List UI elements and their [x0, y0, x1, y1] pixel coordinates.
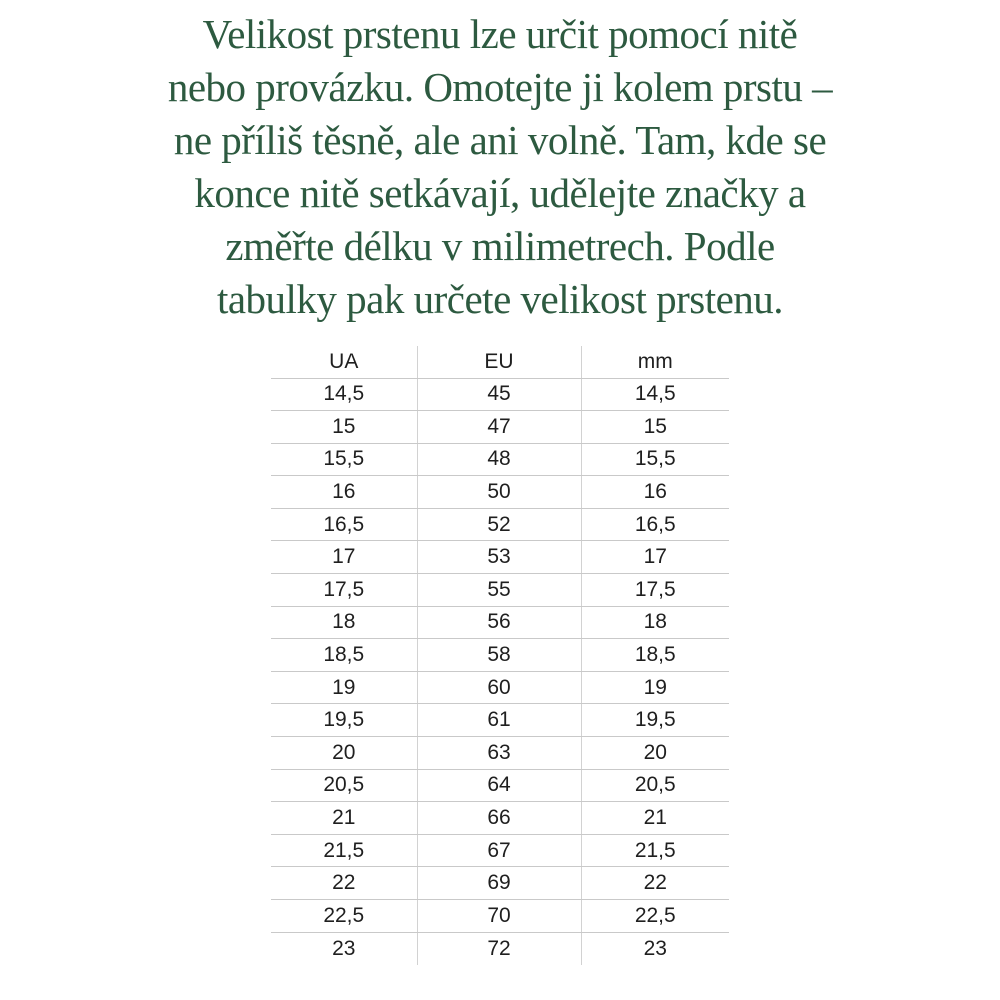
- intro-line: Velikost prstenu lze určit pomocí nitě: [202, 11, 798, 57]
- table-cell: 16,5: [581, 508, 729, 542]
- table-row: 21 66 21: [271, 801, 729, 835]
- table-row: 17,5 55 17,5: [271, 573, 729, 607]
- table-cell: 52: [416, 508, 582, 542]
- table-cell: 15: [581, 410, 729, 444]
- table-cell: 67: [416, 834, 582, 868]
- table-row: 17 53 17: [271, 540, 729, 575]
- table-row: 20 63 20: [271, 736, 729, 770]
- table-cell: 17,5: [581, 573, 729, 607]
- table-cell: 15,5: [581, 443, 729, 477]
- intro-line: konce nitě setkávají, udělejte značky a: [194, 170, 806, 216]
- table-cell: 21: [581, 801, 729, 835]
- column-header-mm: mm: [581, 346, 729, 379]
- intro-line: tabulky pak určete velikost prstenu.: [216, 276, 784, 322]
- table-cell: 20,5: [271, 769, 417, 803]
- table-cell: 16: [581, 475, 729, 509]
- table-cell: 45: [416, 378, 582, 412]
- table-row: 18,5 58 18,5: [271, 638, 729, 672]
- table-cell: 19,5: [581, 703, 729, 738]
- table-cell: 17: [581, 540, 729, 575]
- table-row: 23 72 23: [271, 932, 729, 965]
- table-cell: 69: [416, 866, 582, 900]
- table-cell: 18: [581, 606, 729, 640]
- table-cell: 18: [271, 606, 417, 640]
- table-cell: 15,5: [271, 443, 417, 477]
- table-row: 16 50 16: [271, 475, 729, 509]
- table-row: 19 60 19: [271, 671, 729, 705]
- column-header-ua: UA: [271, 346, 417, 379]
- table-cell: 16,5: [271, 508, 417, 542]
- intro-line: změřte délku v milimetrech. Podle: [225, 223, 775, 269]
- intro-line: nebo provázku. Omotejte ji kolem prstu –: [167, 64, 833, 110]
- table-cell: 17: [271, 540, 417, 575]
- table-cell: 14,5: [271, 378, 417, 412]
- table-cell: 15: [271, 410, 417, 444]
- table-cell: 23: [271, 932, 417, 965]
- table-cell: 61: [416, 703, 582, 738]
- ring-size-table: UA EU mm 14,5 45 14,5 15 47 15 15,5 48 15,5 16 50 1…: [271, 346, 729, 965]
- table-cell: 18,5: [581, 638, 729, 672]
- table-cell: 58: [416, 638, 582, 672]
- table-cell: 72: [416, 932, 582, 965]
- table-cell: 21: [271, 801, 417, 835]
- table-cell: 55: [416, 573, 582, 607]
- table-row: 18 56 18: [271, 606, 729, 640]
- table-cell: 20,5: [581, 769, 729, 803]
- table-cell: 19: [581, 671, 729, 705]
- table-row: 15,5 48 15,5: [271, 443, 729, 477]
- table-cell: 20: [271, 736, 417, 770]
- table-cell: 17,5: [271, 573, 417, 607]
- table-header-row: UA EU mm: [271, 346, 729, 379]
- table-cell: 53: [416, 540, 582, 575]
- column-header-eu: EU: [416, 346, 582, 379]
- table-cell: 21,5: [271, 834, 417, 868]
- table-cell: 64: [416, 769, 582, 803]
- table-cell: 47: [416, 410, 582, 444]
- table-cell: 20: [581, 736, 729, 770]
- table-cell: 16: [271, 475, 417, 509]
- table-cell: 23: [581, 932, 729, 965]
- intro-text: Velikost prstenu lze určit pomocí nitě n…: [0, 0, 1000, 326]
- table-cell: 70: [416, 899, 582, 933]
- table-cell: 66: [416, 801, 582, 835]
- table-cell: 21,5: [581, 834, 729, 868]
- table-cell: 60: [416, 671, 582, 705]
- table-cell: 22: [271, 866, 417, 900]
- table-cell: 56: [416, 606, 582, 640]
- table-row: 22 69 22: [271, 866, 729, 900]
- table-cell: 48: [416, 443, 582, 477]
- table-cell: 19: [271, 671, 417, 705]
- intro-line: ne příliš těsně, ale ani volně. Tam, kde…: [173, 117, 827, 163]
- size-table-body: 14,5 45 14,5 15 47 15 15,5 48 15,5 16 50 16 16,5 52 16…: [271, 378, 729, 965]
- table-row: 16,5 52 16,5: [271, 508, 729, 542]
- table-cell: 18,5: [271, 638, 417, 672]
- table-cell: 63: [416, 736, 582, 770]
- table-cell: 50: [416, 475, 582, 509]
- table-row: 14,5 45 14,5: [271, 378, 729, 412]
- table-row: 15 47 15: [271, 410, 729, 444]
- table-row: 19,5 61 19,5: [271, 703, 729, 738]
- table-row: 21,5 67 21,5: [271, 834, 729, 868]
- table-cell: 14,5: [581, 378, 729, 412]
- table-cell: 19,5: [271, 703, 417, 738]
- table-row: 20,5 64 20,5: [271, 769, 729, 803]
- table-cell: 22: [581, 866, 729, 900]
- table-row: 22,5 70 22,5: [271, 899, 729, 933]
- table-cell: 22,5: [271, 899, 417, 933]
- table-cell: 22,5: [581, 899, 729, 933]
